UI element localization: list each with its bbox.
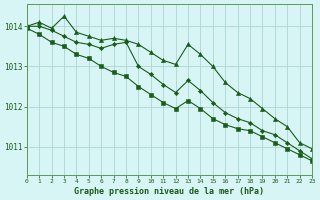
X-axis label: Graphe pression niveau de la mer (hPa): Graphe pression niveau de la mer (hPa): [75, 187, 264, 196]
